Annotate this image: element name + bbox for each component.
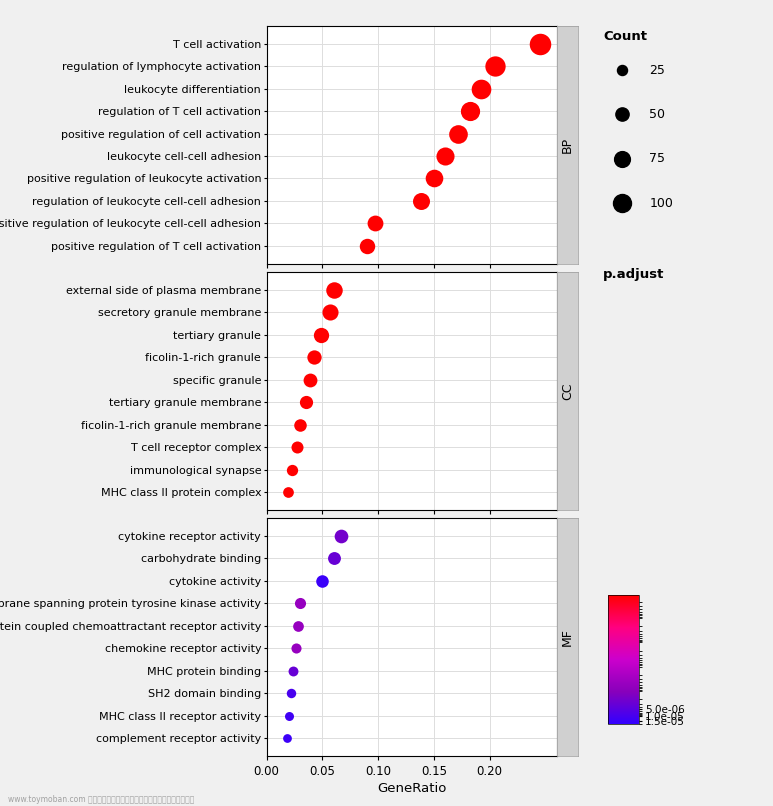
Point (439, 150, 451, 163)
Point (290, 642, 302, 654)
Point (288, 664, 300, 677)
Point (328, 284, 340, 297)
Point (294, 418, 306, 431)
Point (285, 687, 298, 700)
Point (294, 597, 306, 610)
Text: www.toymoban.com 网络图片仅供展示，非存储，如有侵权请联系删除。: www.toymoban.com 网络图片仅供展示，非存储，如有侵权请联系删除。 (8, 795, 194, 804)
Point (463, 105, 475, 118)
Point (361, 239, 373, 252)
Text: BP: BP (561, 137, 574, 153)
Point (304, 373, 316, 386)
Text: CC: CC (561, 382, 574, 400)
Text: 25: 25 (649, 64, 666, 77)
Point (475, 82, 487, 95)
Point (316, 575, 329, 588)
Point (315, 328, 328, 341)
Text: p.adjust: p.adjust (603, 268, 664, 280)
Point (414, 194, 427, 207)
Text: 75: 75 (649, 152, 666, 165)
Point (489, 60, 502, 73)
Text: Count: Count (603, 30, 647, 43)
Point (324, 305, 336, 318)
Point (452, 127, 465, 140)
Text: 100: 100 (649, 197, 673, 210)
Point (616, 197, 628, 210)
Point (308, 351, 320, 364)
Point (427, 172, 440, 185)
Point (533, 37, 546, 50)
Point (328, 552, 340, 565)
Point (281, 732, 293, 745)
Text: 50: 50 (649, 108, 666, 121)
Point (369, 217, 381, 230)
Text: MF: MF (561, 628, 574, 646)
Point (283, 709, 295, 722)
Point (291, 619, 304, 632)
Point (299, 396, 312, 409)
Point (291, 441, 303, 454)
Point (286, 463, 298, 476)
Point (616, 108, 628, 121)
Point (335, 530, 348, 542)
Point (616, 64, 628, 77)
X-axis label: GeneRatio: GeneRatio (377, 782, 446, 796)
Point (616, 152, 628, 165)
Point (281, 485, 294, 498)
